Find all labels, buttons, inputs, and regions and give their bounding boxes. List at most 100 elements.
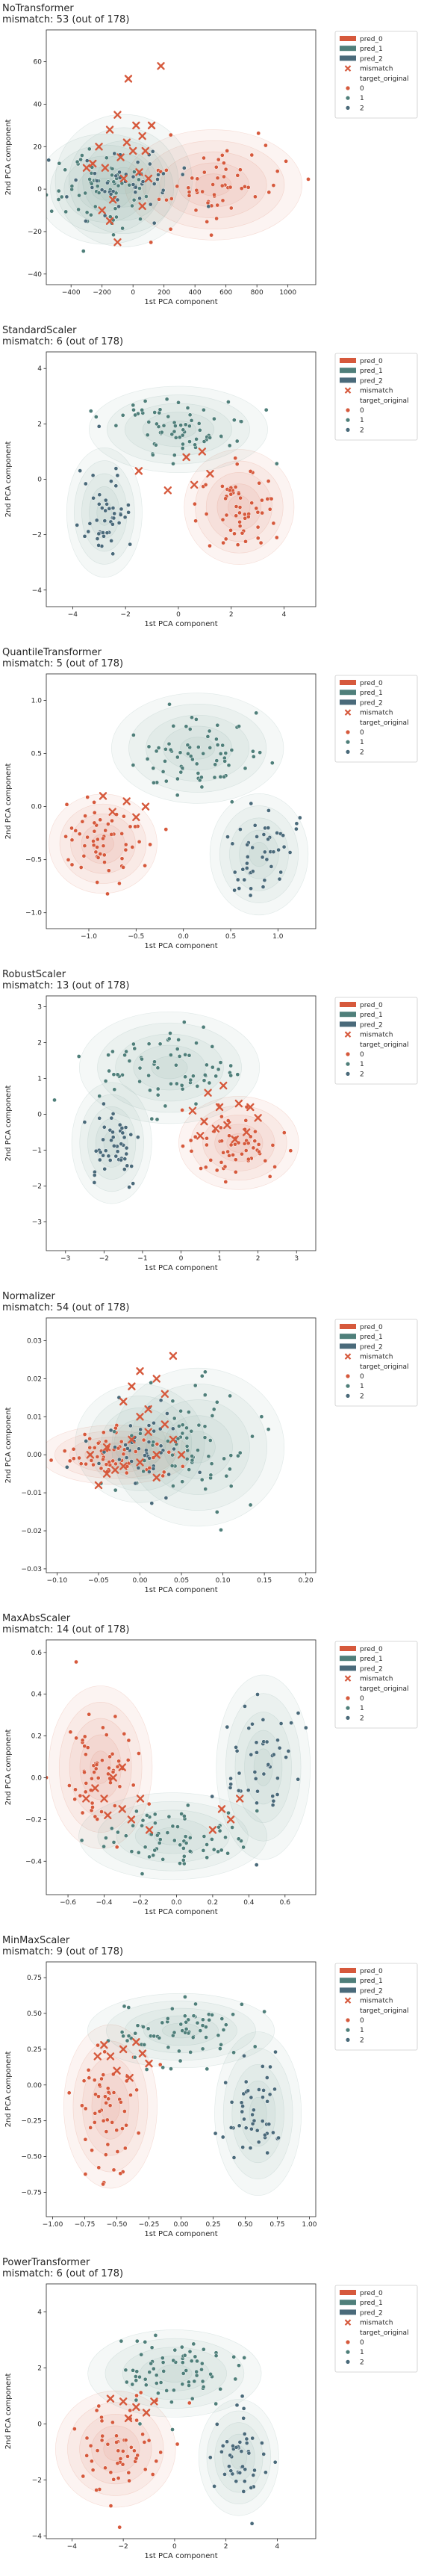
scatter-point-target-1: [111, 232, 116, 238]
scatter-point-target-1: [175, 1047, 180, 1051]
scatter-point-target-0: [202, 170, 207, 175]
scatter-point-target-1: [214, 758, 219, 763]
scatter-point-target-2: [265, 2099, 269, 2104]
scatter-point-target-2: [172, 1446, 176, 1452]
y-tick-label: 0.0: [31, 1774, 43, 1782]
scatter-point-target-0: [208, 543, 212, 548]
legend-pred-0-swatch: [340, 36, 356, 41]
scatter-point-target-0: [92, 2078, 97, 2083]
mismatch-marker: [128, 1382, 136, 1390]
scatter-point-target-0: [104, 1733, 109, 1737]
scatter-point-target-2: [278, 870, 284, 875]
scatter-point-target-1: [115, 1072, 120, 1077]
legend-target-1-marker: [346, 96, 350, 100]
mismatch-marker: [136, 1458, 144, 1467]
scatter-point-target-1: [166, 2045, 171, 2050]
scatter-point-target-2: [225, 835, 230, 839]
scatter-point-target-1: [187, 727, 193, 731]
scatter-point-target-0: [90, 1776, 94, 1781]
scatter-point-target-1: [107, 214, 113, 219]
scatter-point-target-1: [193, 2001, 198, 2007]
scatter-point-target-1: [236, 1836, 241, 1842]
y-tick-label: −0.03: [21, 1566, 42, 1573]
scatter-point-target-1: [219, 2016, 225, 2021]
x-tick-label: −3: [60, 1255, 70, 1263]
scatter-point-target-1: [196, 771, 201, 775]
legend-target-1-marker: [346, 418, 350, 422]
scatter-point-target-1: [123, 1833, 128, 1839]
scatter-point-target-0: [237, 491, 241, 496]
mismatch-marker: [177, 1451, 186, 1459]
kde-contour: [229, 817, 289, 891]
scatter-point-target-1: [229, 748, 234, 752]
scatter-point-target-1: [95, 184, 100, 189]
x-tick-label: −2: [99, 1255, 109, 1263]
scatter-point-target-0: [264, 143, 268, 148]
scatter-point-target-2: [96, 531, 102, 536]
scatter-point-target-1: [184, 2368, 189, 2373]
scatter-point-target-1: [176, 400, 181, 405]
axes-frame: [46, 673, 317, 929]
scatter-point-target-2: [261, 1718, 266, 1722]
mismatch-marker: [160, 1390, 169, 1398]
scatter-point-target-1: [218, 774, 223, 779]
scatter-point-target-0: [203, 1165, 208, 1170]
scatter-point-target-1: [148, 1088, 152, 1093]
scatter-point-target-0: [258, 540, 264, 545]
scatter-point-target-0: [123, 2438, 128, 2442]
scatter-point-target-1: [180, 446, 185, 451]
scatter-point-target-0: [214, 216, 219, 221]
scatter-point-target-0: [101, 2072, 106, 2077]
scatter-point-target-1: [227, 443, 232, 448]
scatter-point-target-1: [141, 1469, 146, 1474]
scatter-point-target-1: [205, 2066, 210, 2072]
scatter-point-target-1: [207, 1080, 212, 1086]
scatter-point-target-1: [169, 1053, 173, 1057]
scatter-point-target-1: [110, 173, 114, 178]
plot-area: [66, 386, 295, 578]
scatter-point-target-1: [220, 743, 225, 748]
scatter-point-target-0: [225, 1149, 231, 1154]
scatter-point-target-1: [156, 2391, 160, 2396]
scatter-point-target-1: [110, 167, 115, 171]
scatter-point-target-0: [95, 1455, 100, 1459]
scatter-point-target-1: [177, 2049, 181, 2054]
scatter-point-target-0: [105, 891, 110, 897]
scatter-point-target-1: [153, 1821, 158, 1826]
mismatch-marker: [152, 1375, 160, 1383]
scatter-point-target-1: [175, 755, 180, 760]
scatter-point-target-1: [207, 2017, 212, 2022]
scatter-point-target-1: [194, 436, 199, 442]
scatter-point-target-2: [249, 2521, 255, 2526]
scatter-point-target-1: [63, 209, 69, 214]
scatter-point-target-0: [119, 832, 125, 836]
scatter-point-target-1: [181, 1858, 186, 1863]
scatter-point-target-2: [99, 188, 105, 192]
scatter-point-target-2: [119, 507, 124, 512]
x-tick-label: 0: [172, 2543, 177, 2551]
scatter-point-target-0: [131, 1783, 136, 1788]
scatter-point-target-2: [97, 1157, 102, 1162]
legend-target-2-marker: [346, 2037, 350, 2042]
scatter-point-target-1: [136, 1850, 141, 1855]
x-tick-label: −0.75: [75, 2221, 96, 2229]
scatter-point-target-2: [249, 886, 253, 891]
mismatch-marker: [98, 206, 106, 214]
scatter-point-target-0: [228, 185, 233, 190]
scatter-point-target-0: [271, 521, 276, 526]
mismatch-marker: [190, 480, 199, 489]
y-axis-label: 2nd PCA component: [4, 2374, 13, 2450]
scatter-point-target-2: [276, 847, 281, 852]
legend-target-2: 2: [360, 1071, 364, 1078]
legend-mismatch: mismatch: [360, 1032, 393, 1039]
scatter-point-target-1: [163, 778, 169, 784]
scatter-point-target-0: [147, 1465, 152, 1470]
scatter-point-target-1: [208, 2371, 213, 2377]
scatter-point-target-2: [244, 2436, 249, 2442]
scatter-point-target-1: [223, 1835, 228, 1840]
scatter-point-target-0: [92, 829, 97, 834]
scatter-point-target-1: [228, 1073, 234, 1078]
scatter-point-target-1: [145, 1813, 149, 1818]
scatter-point-target-1: [171, 461, 175, 466]
mismatch-marker: [132, 2403, 140, 2412]
